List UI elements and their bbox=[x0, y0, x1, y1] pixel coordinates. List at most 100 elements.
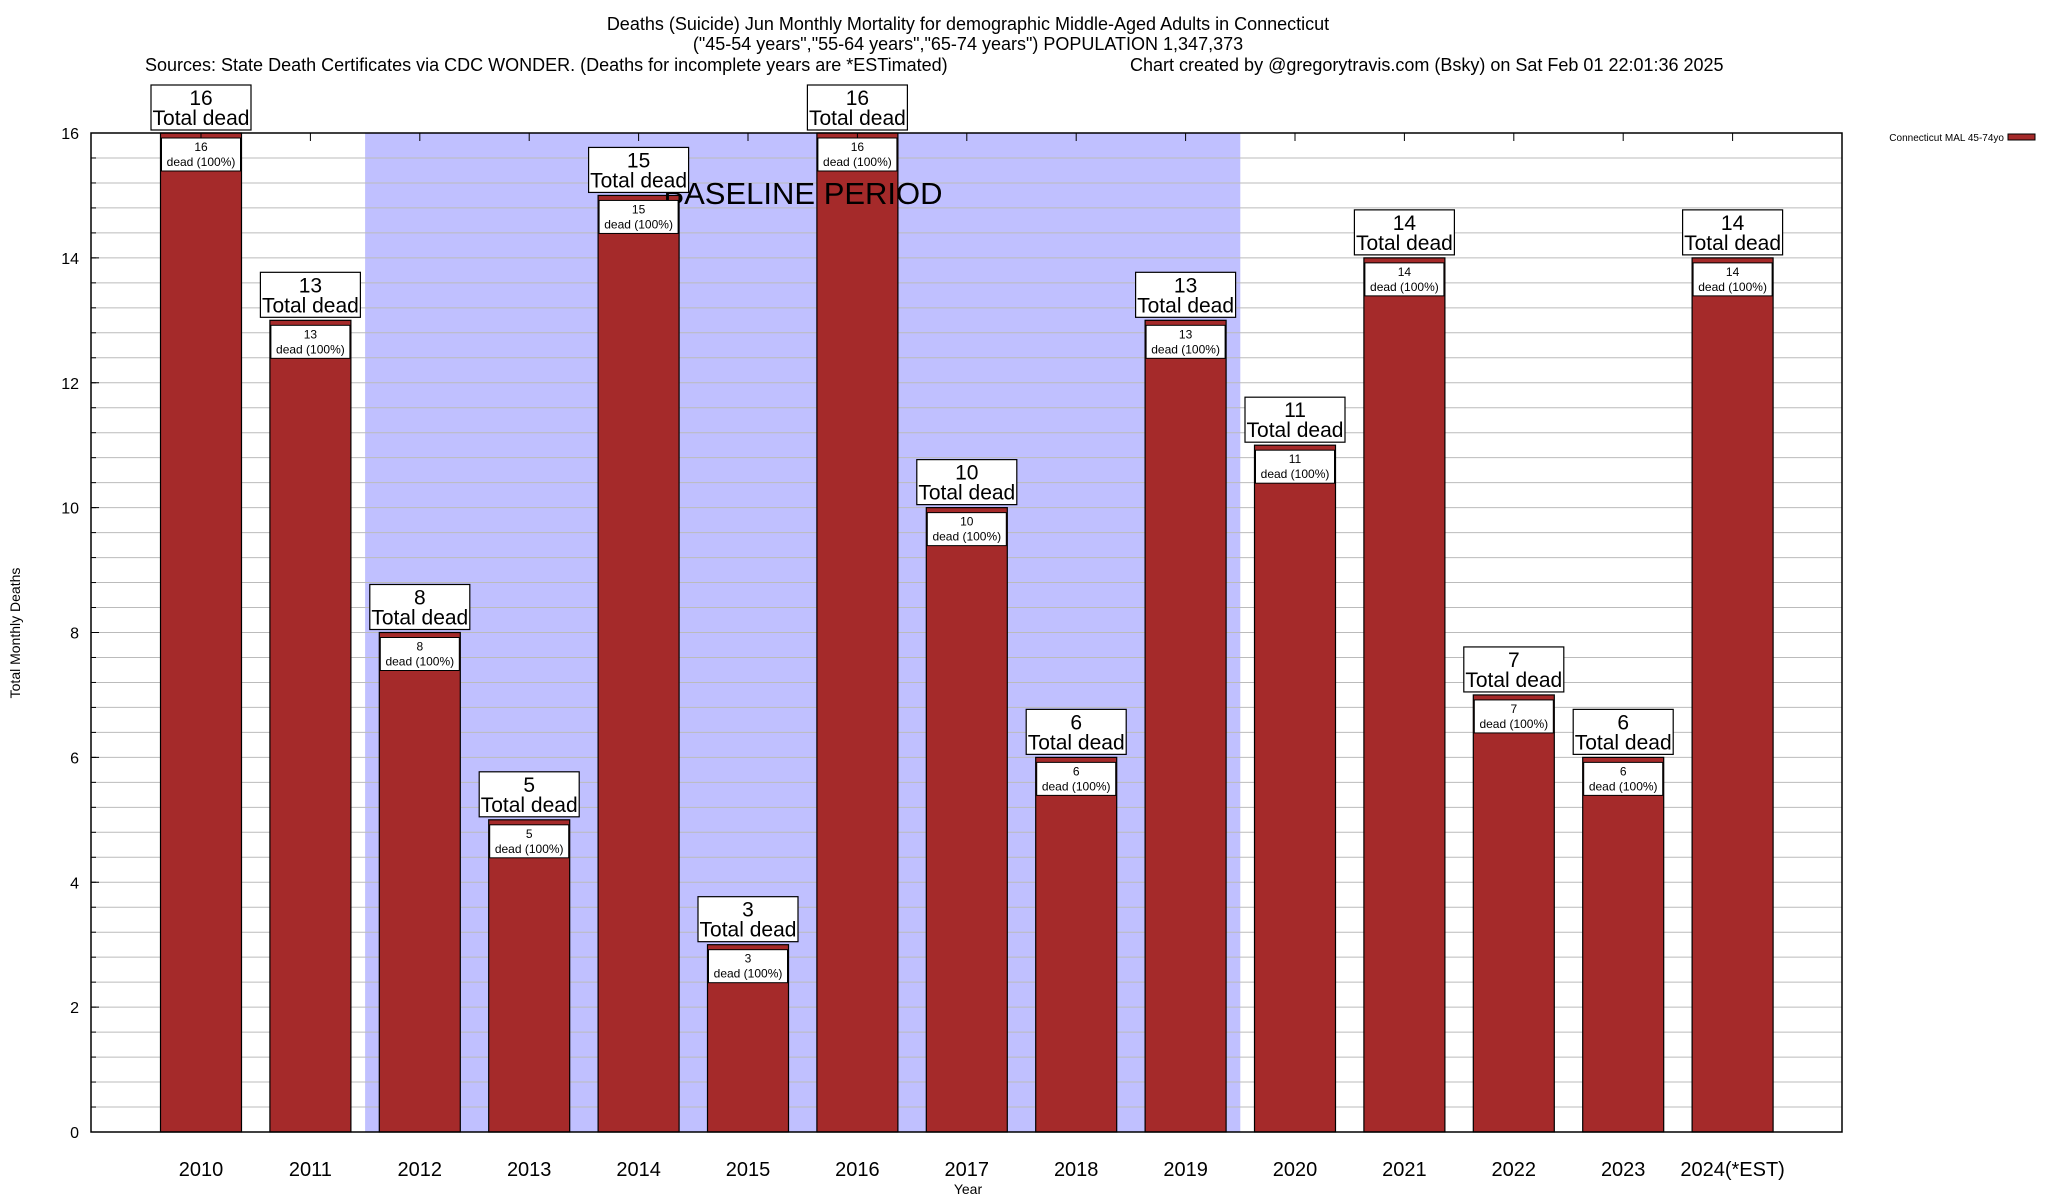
bar bbox=[1035, 756, 1118, 1133]
x-tick-label: 2017 bbox=[945, 1159, 990, 1181]
inner-label-text: dead (100%) bbox=[385, 655, 454, 669]
total-label-value: 8 bbox=[414, 587, 426, 610]
total-label-value: 10 bbox=[955, 462, 978, 485]
total-label-text: Total dead bbox=[153, 107, 250, 130]
total-label-box bbox=[478, 771, 580, 818]
inner-label-text: dead (100%) bbox=[1261, 467, 1330, 481]
x-tick-label: 2022 bbox=[1492, 1159, 1537, 1181]
inner-label-value: 11 bbox=[1289, 452, 1302, 466]
inner-label-value: 7 bbox=[1510, 702, 1517, 716]
total-label-text: Total dead bbox=[1465, 669, 1562, 692]
baseline-label: BASELINE PERIOD bbox=[663, 176, 942, 211]
inner-label-value: 14 bbox=[1398, 265, 1412, 279]
legend-label: Connecticut MAL 45-74yo bbox=[1889, 133, 2004, 144]
x-axis-label: Year bbox=[954, 1181, 983, 1197]
total-label-box bbox=[1463, 646, 1565, 693]
total-label-text: Total dead bbox=[590, 169, 687, 192]
y-tick-label: 2 bbox=[70, 1000, 79, 1017]
inner-label-text: dead (100%) bbox=[604, 217, 673, 231]
total-label-box bbox=[916, 459, 1018, 506]
bar bbox=[816, 132, 899, 1133]
inner-label-box bbox=[1145, 324, 1226, 359]
inner-label-text: dead (100%) bbox=[714, 967, 783, 981]
total-label-box bbox=[697, 896, 799, 943]
total-label-box bbox=[259, 271, 361, 318]
total-label-text: Total dead bbox=[1356, 232, 1453, 255]
total-label-value: 6 bbox=[1070, 711, 1082, 734]
inner-label-box bbox=[379, 637, 460, 671]
x-tick-label: 2021 bbox=[1382, 1159, 1427, 1181]
legend: Connecticut MAL 45-74yo bbox=[1889, 133, 2036, 144]
total-label-text: Total dead bbox=[809, 107, 906, 130]
bar bbox=[488, 819, 571, 1133]
bar bbox=[1363, 257, 1446, 1133]
total-label-value: 13 bbox=[299, 274, 322, 297]
bar bbox=[925, 507, 1008, 1133]
y-tick-label: 10 bbox=[61, 501, 79, 518]
inner-label-box bbox=[489, 824, 570, 859]
inner-label-text: dead (100%) bbox=[1151, 342, 1220, 356]
inner-label-box bbox=[817, 137, 898, 172]
total-label-value: 14 bbox=[1393, 212, 1417, 235]
x-tick-label: 2014 bbox=[616, 1159, 661, 1181]
x-tick-label: 2016 bbox=[835, 1159, 880, 1181]
x-tick-label: 2013 bbox=[507, 1159, 552, 1181]
total-label-text: Total dead bbox=[1028, 731, 1125, 754]
total-label-box bbox=[806, 84, 909, 131]
inner-label-value: 14 bbox=[1726, 265, 1740, 279]
inner-label-box bbox=[161, 137, 241, 172]
total-label-value: 16 bbox=[189, 87, 212, 110]
bar bbox=[269, 319, 352, 1133]
inner-label-value: 5 bbox=[526, 827, 533, 841]
total-label-box bbox=[1025, 708, 1127, 755]
inner-label-text: dead (100%) bbox=[1370, 280, 1439, 294]
total-label-value: 13 bbox=[1174, 274, 1197, 297]
y-tick-label: 14 bbox=[61, 251, 79, 268]
total-label-box bbox=[587, 146, 690, 194]
inner-label-text: dead (100%) bbox=[823, 155, 892, 169]
inner-label-value: 8 bbox=[416, 640, 423, 654]
chart-sources: Sources: State Death Certificates via CD… bbox=[145, 55, 948, 75]
inner-label-text: dead (100%) bbox=[1698, 280, 1767, 294]
inner-label-box bbox=[598, 199, 679, 234]
total-label-text: Total dead bbox=[1684, 232, 1781, 255]
total-label-box bbox=[1353, 209, 1456, 256]
inner-label-box bbox=[1583, 761, 1664, 796]
y-tick-label: 6 bbox=[70, 750, 79, 767]
bar bbox=[1582, 756, 1665, 1133]
chart-credit: Chart created by @gregorytravis.com (Bsk… bbox=[1130, 55, 1724, 75]
inner-label-text: dead (100%) bbox=[1479, 717, 1548, 731]
x-tick-label: 2019 bbox=[1163, 1159, 1208, 1181]
inner-label-text: dead (100%) bbox=[932, 530, 1001, 544]
inner-label-value: 6 bbox=[1620, 764, 1627, 778]
total-label-text: Total dead bbox=[371, 607, 468, 630]
x-tick-label: 2023 bbox=[1601, 1159, 1646, 1181]
y-tick-label: 8 bbox=[70, 626, 79, 643]
total-label-box bbox=[1681, 209, 1784, 256]
inner-label-text: dead (100%) bbox=[167, 155, 236, 169]
total-label-text: Total dead bbox=[481, 794, 578, 817]
inner-label-box bbox=[270, 324, 351, 359]
total-label-value: 11 bbox=[1284, 399, 1306, 422]
total-label-text: Total dead bbox=[918, 482, 1015, 505]
inner-label-box bbox=[1364, 262, 1445, 297]
total-label-box bbox=[1134, 271, 1237, 318]
inner-label-text: dead (100%) bbox=[1589, 779, 1658, 793]
inner-label-value: 15 bbox=[632, 202, 646, 216]
inner-label-value: 13 bbox=[1179, 327, 1193, 341]
inner-label-value: 13 bbox=[304, 327, 318, 341]
total-label-value: 3 bbox=[742, 899, 754, 922]
inner-label-value: 10 bbox=[960, 515, 974, 529]
x-tick-label: 2011 bbox=[289, 1159, 332, 1181]
inner-label-text: dead (100%) bbox=[495, 842, 564, 856]
y-tick-label: 12 bbox=[61, 376, 79, 393]
inner-label-text: dead (100%) bbox=[1042, 779, 1111, 793]
bar bbox=[1472, 694, 1555, 1133]
chart-subtitle: ("45-54 years","55-64 years","65-74 year… bbox=[693, 34, 1243, 54]
inner-label-text: dead (100%) bbox=[276, 342, 345, 356]
total-label-box bbox=[369, 583, 471, 631]
y-tick-label: 16 bbox=[61, 126, 79, 143]
x-tick-label: 2024(*EST) bbox=[1680, 1159, 1785, 1181]
total-label-value: 14 bbox=[1721, 212, 1745, 235]
